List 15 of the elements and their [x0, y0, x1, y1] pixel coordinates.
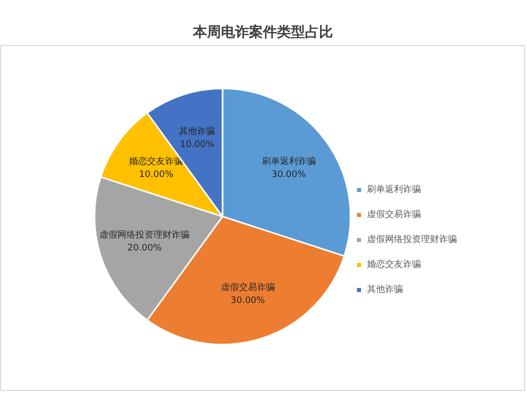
legend-label: 其他诈骗: [367, 284, 403, 296]
slice-label: 虚假网络投资理财诈骗: [100, 229, 190, 240]
legend-label: 虚假网络投资理财诈骗: [367, 234, 457, 246]
data-label: 30.00%: [272, 170, 306, 180]
data-label: 10.00%: [139, 170, 174, 180]
chart-title: 本周电诈案件类型占比: [192, 24, 333, 40]
slice-label: 其他诈骗: [179, 126, 216, 138]
data-label: 20.00%: [127, 243, 162, 254]
legend-label: 虚假交易诈骗: [367, 208, 421, 221]
legend-label: 刷单返利诈骗: [367, 184, 421, 196]
slice-label: 虚假交易诈骗: [220, 282, 275, 293]
data-label: 30.00%: [230, 296, 266, 306]
slice-label: 刷单返利诈骗: [262, 156, 316, 167]
legend-label: 婚恋交友诈骗: [367, 258, 421, 271]
data-label: 10.00%: [180, 140, 215, 150]
